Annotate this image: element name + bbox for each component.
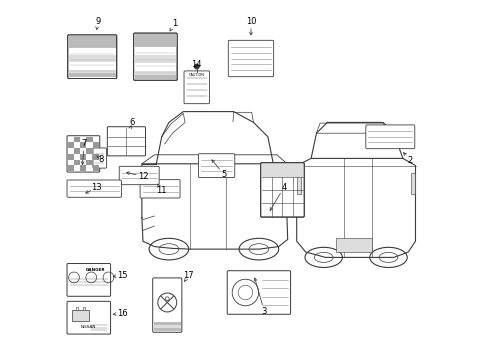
Bar bbox=[68, 154, 74, 159]
FancyBboxPatch shape bbox=[133, 33, 177, 80]
Text: 13: 13 bbox=[91, 183, 102, 192]
FancyBboxPatch shape bbox=[68, 35, 117, 78]
Bar bbox=[74, 137, 80, 143]
Text: DANGER: DANGER bbox=[85, 268, 104, 272]
Circle shape bbox=[194, 64, 199, 69]
Bar bbox=[83, 307, 85, 310]
Text: 6: 6 bbox=[129, 118, 135, 127]
FancyBboxPatch shape bbox=[67, 264, 110, 296]
Bar bbox=[153, 322, 181, 325]
FancyBboxPatch shape bbox=[67, 180, 121, 197]
Text: 16: 16 bbox=[117, 309, 127, 318]
Bar bbox=[153, 325, 181, 328]
Bar bbox=[76, 307, 78, 310]
Text: NISSAN: NISSAN bbox=[81, 325, 96, 329]
Bar bbox=[86, 137, 92, 143]
Bar bbox=[74, 159, 80, 165]
Bar bbox=[92, 154, 99, 159]
Bar bbox=[296, 173, 301, 194]
Bar bbox=[134, 63, 176, 71]
Bar bbox=[86, 148, 92, 154]
FancyBboxPatch shape bbox=[67, 136, 100, 172]
Bar bbox=[69, 70, 115, 77]
Bar bbox=[69, 73, 115, 77]
Bar bbox=[69, 55, 115, 63]
FancyBboxPatch shape bbox=[134, 34, 176, 47]
Text: 5: 5 bbox=[221, 170, 226, 179]
Text: 7: 7 bbox=[81, 139, 87, 148]
FancyBboxPatch shape bbox=[260, 163, 304, 217]
Text: CAUTION: CAUTION bbox=[188, 73, 204, 77]
FancyBboxPatch shape bbox=[183, 71, 209, 104]
FancyBboxPatch shape bbox=[67, 301, 110, 334]
Bar bbox=[69, 48, 115, 55]
Text: 14: 14 bbox=[190, 60, 201, 69]
Bar bbox=[80, 154, 86, 159]
FancyBboxPatch shape bbox=[152, 278, 182, 332]
Bar bbox=[69, 63, 115, 70]
Bar bbox=[134, 75, 176, 79]
Text: 12: 12 bbox=[138, 172, 148, 181]
FancyBboxPatch shape bbox=[198, 154, 234, 177]
Text: 15: 15 bbox=[117, 271, 127, 280]
Bar bbox=[80, 165, 86, 171]
Bar bbox=[86, 159, 92, 165]
Bar bbox=[74, 148, 80, 154]
Bar bbox=[68, 143, 74, 148]
Bar bbox=[68, 165, 74, 171]
FancyBboxPatch shape bbox=[93, 148, 106, 168]
FancyBboxPatch shape bbox=[119, 166, 159, 185]
Text: 2: 2 bbox=[407, 156, 412, 165]
Text: 1: 1 bbox=[171, 19, 177, 28]
FancyBboxPatch shape bbox=[227, 271, 290, 314]
FancyBboxPatch shape bbox=[140, 180, 180, 198]
Text: 9: 9 bbox=[95, 17, 101, 26]
Bar bbox=[134, 71, 176, 79]
FancyBboxPatch shape bbox=[68, 36, 116, 48]
FancyBboxPatch shape bbox=[365, 125, 414, 149]
Bar bbox=[72, 310, 89, 321]
Text: 4: 4 bbox=[281, 183, 286, 192]
Bar bbox=[92, 143, 99, 148]
Bar bbox=[134, 55, 176, 63]
FancyBboxPatch shape bbox=[228, 40, 273, 77]
Bar bbox=[80, 143, 86, 148]
Text: 3: 3 bbox=[261, 307, 266, 316]
Text: 8: 8 bbox=[98, 154, 103, 163]
Text: 10: 10 bbox=[245, 17, 256, 26]
Bar bbox=[92, 165, 99, 171]
Bar bbox=[153, 328, 181, 331]
Text: 17: 17 bbox=[183, 271, 194, 280]
FancyBboxPatch shape bbox=[107, 127, 145, 156]
Bar bbox=[336, 238, 371, 252]
Bar bbox=[261, 164, 303, 177]
Text: 11: 11 bbox=[155, 186, 166, 195]
Bar bbox=[410, 173, 415, 194]
Bar bbox=[134, 47, 176, 55]
